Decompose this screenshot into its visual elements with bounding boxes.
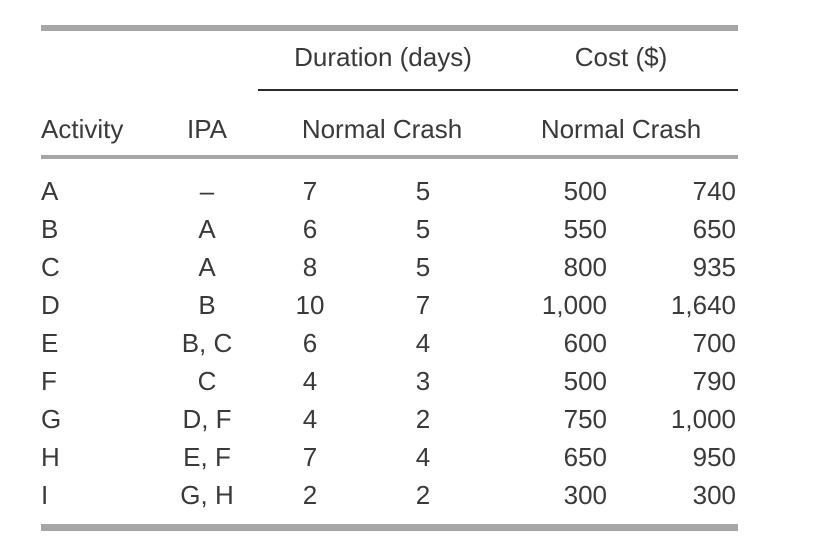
ipa-cell: A <box>198 214 216 244</box>
activity-cell: G <box>41 404 62 434</box>
duration-crash-cell: 3 <box>415 366 431 396</box>
cost-normal-cell: 500 <box>563 176 607 206</box>
duration-normal-cell: 8 <box>302 252 318 282</box>
cost-subheader: Normal Crash <box>540 114 702 144</box>
cost-normal-cell: 600 <box>563 328 607 358</box>
duration-normal-cell: 6 <box>302 214 318 244</box>
duration-normal-cell: 6 <box>302 328 318 358</box>
cost-normal-cell: 300 <box>563 480 607 510</box>
activity-cell: H <box>41 442 60 472</box>
duration-normal-cell: 10 <box>295 290 325 320</box>
duration-crash-cell: 5 <box>415 252 431 282</box>
activity-cell: E <box>41 328 59 358</box>
group-header-rule <box>258 89 738 91</box>
duration-crash-cell: 5 <box>415 214 431 244</box>
cost-crash-cell: 790 <box>692 366 736 396</box>
activity-cell: D <box>41 290 60 320</box>
activity-cell: A <box>41 176 59 206</box>
duration-normal-cell: 2 <box>302 480 318 510</box>
duration-normal-cell: 7 <box>302 176 318 206</box>
duration-normal-cell: 7 <box>302 442 318 472</box>
duration-crash-cell: 4 <box>415 328 431 358</box>
duration-crash-cell: 4 <box>415 442 431 472</box>
ipa-cell: – <box>199 176 215 206</box>
ipa-cell: A <box>198 252 216 282</box>
ipa-cell: E, F <box>183 442 231 472</box>
cost-normal-cell: 500 <box>563 366 607 396</box>
duration-crash-cell: 2 <box>415 480 431 510</box>
cost-group-header: Cost ($) <box>574 42 668 72</box>
ipa-cell: D, F <box>182 404 232 434</box>
ipa-header: IPA <box>187 114 227 144</box>
ipa-cell: B, C <box>181 328 233 358</box>
cost-normal-cell: 1,000 <box>541 290 607 320</box>
header-rule <box>41 155 738 159</box>
activity-cell: I <box>41 480 49 510</box>
activity-cell: B <box>41 214 59 244</box>
cost-crash-cell: 700 <box>692 328 736 358</box>
top-rule <box>41 25 738 31</box>
cost-normal-cell: 750 <box>563 404 607 434</box>
duration-crash-cell: 7 <box>415 290 431 320</box>
activity-cell: C <box>41 252 60 282</box>
duration-subheader: Normal Crash <box>301 114 463 144</box>
ipa-cell: G, H <box>180 480 234 510</box>
cost-normal-cell: 650 <box>563 442 607 472</box>
duration-normal-cell: 4 <box>302 366 318 396</box>
cost-crash-cell: 950 <box>692 442 736 472</box>
cost-normal-cell: 800 <box>563 252 607 282</box>
activity-header: Activity <box>41 114 124 144</box>
ipa-cell: C <box>197 366 217 396</box>
ipa-cell: B <box>198 290 216 320</box>
cost-crash-cell: 935 <box>692 252 736 282</box>
cost-crash-cell: 1,000 <box>670 404 736 434</box>
cost-crash-cell: 300 <box>692 480 736 510</box>
duration-group-header: Duration (days) <box>294 42 472 72</box>
cost-crash-cell: 740 <box>692 176 736 206</box>
cost-crash-cell: 650 <box>692 214 736 244</box>
duration-normal-cell: 4 <box>302 404 318 434</box>
bottom-rule <box>41 524 738 531</box>
duration-crash-cell: 5 <box>415 176 431 206</box>
cost-crash-cell: 1,640 <box>670 290 736 320</box>
duration-crash-cell: 2 <box>415 404 431 434</box>
activity-cell: F <box>41 366 57 396</box>
cost-normal-cell: 550 <box>563 214 607 244</box>
